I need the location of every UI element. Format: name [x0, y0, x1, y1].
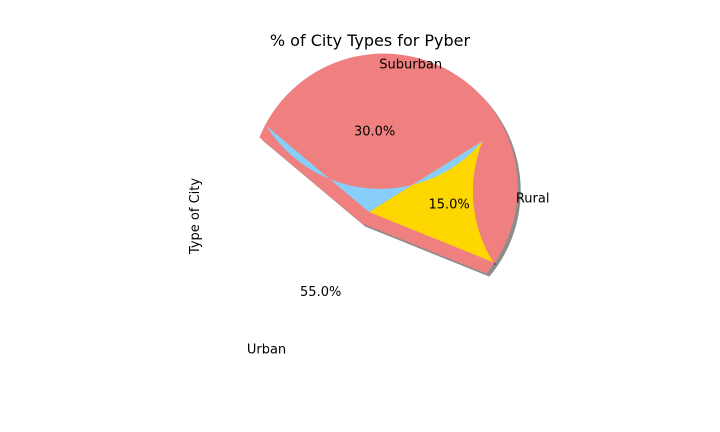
slice-labels: Urban 55.0% Rural 15.0% Suburban 30.0% — [247, 57, 550, 357]
slice-percent-rural: 15.0% — [428, 197, 469, 212]
slice-label-suburban: Suburban — [379, 57, 442, 72]
slice-label-urban: Urban — [247, 342, 286, 357]
chart-title: % of City Types for Pyber — [270, 31, 471, 50]
slice-percent-suburban: 30.0% — [354, 124, 395, 139]
pie-slices — [259, 53, 518, 274]
pie-slice-rural — [369, 140, 494, 263]
y-axis-label: Type of City — [188, 178, 203, 255]
slice-label-rural: Rural — [516, 192, 550, 207]
slice-percent-urban: 55.0% — [300, 285, 341, 300]
pie-slice-suburban — [266, 125, 483, 212]
